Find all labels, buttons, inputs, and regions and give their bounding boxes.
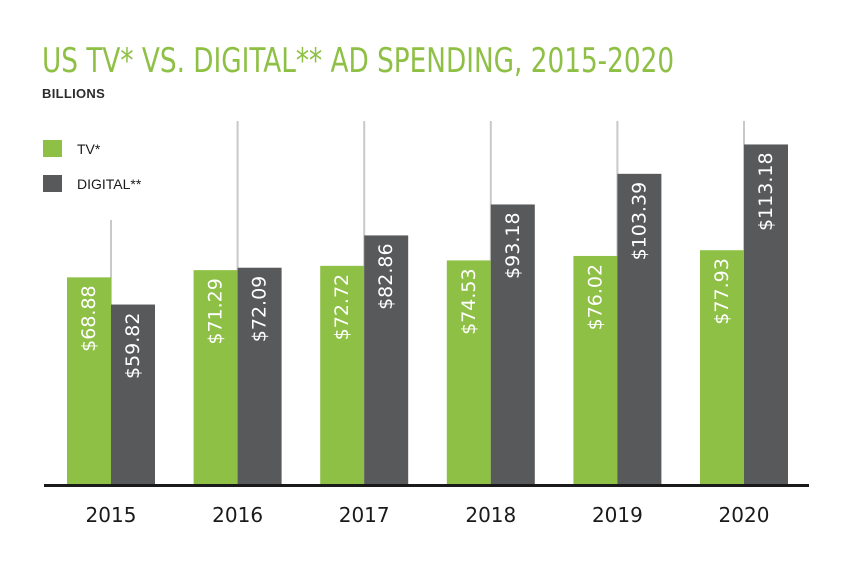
value-label-digital-2017: $82.86 xyxy=(375,243,397,309)
bar-digital-2015 xyxy=(111,304,155,484)
bar-tv-2017 xyxy=(320,265,365,484)
legend: TV* DIGITAL** xyxy=(43,140,142,192)
bars xyxy=(67,144,788,484)
legend-label-digital: DIGITAL** xyxy=(77,176,142,192)
value-label-digital-2016: $72.09 xyxy=(249,276,271,342)
legend-swatch-tv xyxy=(43,140,62,157)
bar-tv-2016 xyxy=(193,270,238,484)
value-label-tv-2020: $77.93 xyxy=(711,258,733,324)
value-label-tv-2016: $71.29 xyxy=(205,278,227,344)
bar-tv-2018 xyxy=(446,260,491,484)
bar-digital-2020 xyxy=(744,144,788,484)
value-label-tv-2018: $74.53 xyxy=(458,268,480,334)
value-label-tv-2015: $68.88 xyxy=(78,285,100,351)
x-tick-label-2018: 2018 xyxy=(465,503,516,527)
bar-digital-2018 xyxy=(490,204,535,484)
value-label-digital-2020: $113.18 xyxy=(755,152,777,231)
bar-digital-2019 xyxy=(617,173,662,484)
bar-tv-2020 xyxy=(700,250,744,484)
value-label-digital-2019: $103.39 xyxy=(628,182,650,261)
bar-tv-2019 xyxy=(573,255,618,484)
bar-tv-2015 xyxy=(67,277,111,484)
value-label-tv-2017: $72.72 xyxy=(331,274,353,340)
legend-swatch-digital xyxy=(43,175,62,192)
x-tick-label-2016: 2016 xyxy=(212,503,263,527)
chart-title: US TV* VS. DIGITAL** AD SPENDING, 2015-2… xyxy=(42,41,675,81)
value-label-digital-2018: $93.18 xyxy=(502,212,524,278)
bar-digital-2017 xyxy=(364,235,409,484)
x-tick-label-2015: 2015 xyxy=(86,503,137,527)
chart-subtitle: BILLIONS xyxy=(42,86,106,101)
value-label-digital-2015: $59.82 xyxy=(122,313,144,379)
value-label-tv-2019: $76.02 xyxy=(584,264,606,330)
bar-digital-2016 xyxy=(237,267,282,484)
legend-label-tv: TV* xyxy=(77,141,101,157)
x-tick-label-2020: 2020 xyxy=(719,503,770,527)
x-tick-label-2017: 2017 xyxy=(339,503,390,527)
bar-value-labels: $68.88 $59.82 $71.29 $72.09 $72.72 $82.86 $74.… xyxy=(78,152,777,379)
x-axis-tick-labels: 2015 2016 2017 2018 2019 2020 xyxy=(86,503,770,527)
x-tick-label-2019: 2019 xyxy=(592,503,643,527)
